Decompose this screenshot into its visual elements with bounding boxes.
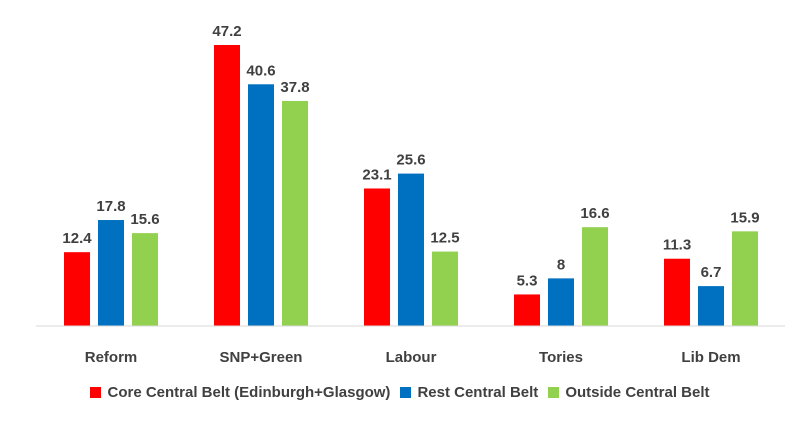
bar-snp-green-rest-central-belt [248, 84, 274, 326]
legend-label-outside-central-belt: Outside Central Belt [565, 384, 710, 401]
bar-snp-green-outside-central-belt [282, 100, 308, 327]
labels-layer: 12.417.8 15.6 Reform 47.2 40.6 37.8 SNP+Green 2… [62, 23, 759, 366]
category-label-tories: Tories [539, 349, 583, 366]
legend: Core Central Belt (Edinburgh+Glasgow) Re… [0, 384, 800, 401]
legend-swatch-rest-central-belt [400, 387, 412, 398]
data-label-tories-rest-central-belt: 8 [557, 256, 565, 273]
bar-reform-rest-central-belt [98, 220, 124, 326]
data-label-lib-dem-rest-central-belt: 6.7 [701, 264, 722, 281]
data-label-labour-core-central-belt-edinburgh-glasgow: 23.1 [362, 166, 391, 183]
category-label-reform: Reform [85, 349, 138, 366]
bar-tories-outside-central-belt [582, 227, 608, 326]
bar-lib-dem-core-central-belt-edinburgh-glasgow [664, 258, 690, 326]
data-label-lib-dem-core-central-belt-edinburgh-glasgow: 11.3 [663, 237, 691, 254]
data-label-tories-core-central-belt-edinburgh-glasgow: 5.3 [517, 272, 538, 289]
bar-labour-core-central-belt-edinburgh-glasgow [364, 188, 390, 326]
data-label-reform-rest-central-belt: 17.8 [96, 198, 125, 215]
category-label-snp-green: SNP+Green [220, 349, 303, 366]
legend-swatch-core-central-belt [90, 387, 102, 398]
legend-label-rest-central-belt: Rest Central Belt [417, 384, 539, 401]
legend-item-outside-central-belt: Outside Central Belt [548, 384, 710, 401]
legend-swatch-outside-central-belt [548, 387, 560, 398]
category-label-labour: Labour [386, 349, 437, 366]
data-label-tories-outside-central-belt: 16.6 [580, 205, 609, 222]
bar-lib-dem-outside-central-belt [732, 231, 758, 326]
legend-label-core-central-belt: Core Central Belt (Edinburgh+Glasgow) [107, 384, 391, 401]
bar-lib-dem-rest-central-belt [698, 286, 724, 326]
bar-tories-core-central-belt-edinburgh-glasgow [514, 294, 540, 326]
bars-layer [64, 45, 758, 327]
bar-snp-green-core-central-belt-edinburgh-glasgow [214, 45, 240, 326]
data-label-labour-rest-central-belt: 25.6 [396, 152, 425, 169]
category-label-lib-dem: Lib Dem [681, 349, 740, 366]
data-label-labour-outside-central-belt: 12.5 [430, 230, 459, 247]
data-label-reform-core-central-belt-edinburgh-glasgow: 12.4 [62, 230, 92, 247]
data-label-snp-green-rest-central-belt: 40.6 [246, 62, 275, 79]
data-label-reform-outside-central-belt: 15.6 [130, 211, 159, 228]
bar-reform-core-central-belt-edinburgh-glasgow [64, 252, 90, 326]
data-label-lib-dem-outside-central-belt: 15.9 [730, 209, 759, 226]
legend-item-core-central-belt: Core Central Belt (Edinburgh+Glasgow) [90, 384, 390, 401]
legend-item-rest-central-belt: Rest Central Belt [400, 384, 538, 401]
bar-tories-rest-central-belt [548, 278, 574, 326]
data-label-snp-green-core-central-belt-edinburgh-glasgow: 47.2 [212, 23, 241, 40]
bar-labour-rest-central-belt [398, 173, 424, 326]
bar-reform-outside-central-belt [132, 233, 158, 326]
bar-labour-outside-central-belt [432, 251, 458, 326]
data-label-snp-green-outside-central-belt: 37.8 [280, 79, 309, 96]
